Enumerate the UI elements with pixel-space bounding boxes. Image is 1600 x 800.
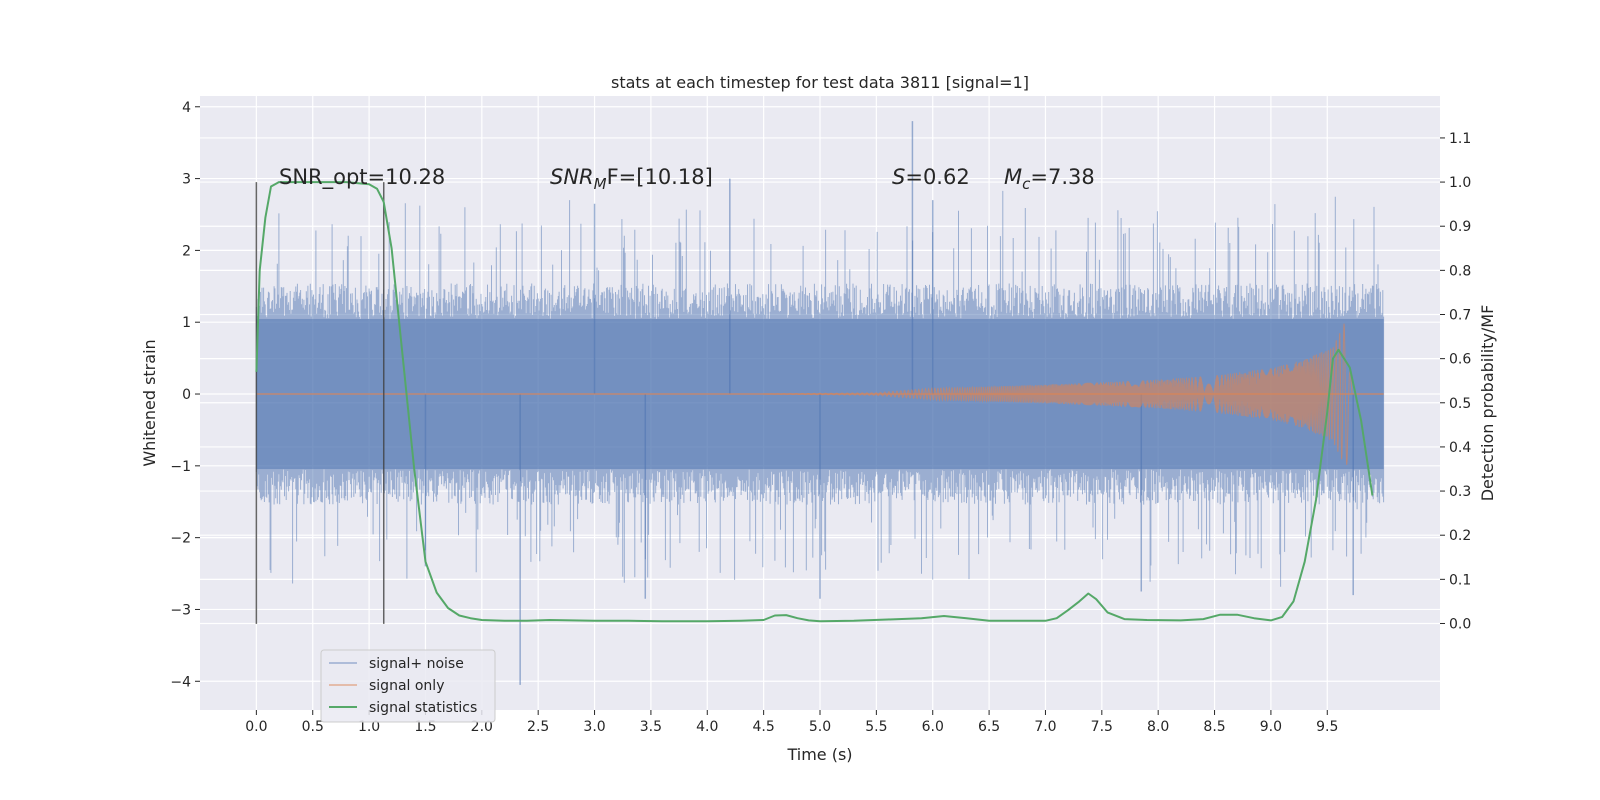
legend-box	[320, 649, 496, 723]
y-left-tick-label: −3	[170, 602, 191, 618]
annotation-mc-value: =7.38	[1030, 165, 1094, 189]
annotation-s-value: =0.62	[905, 165, 969, 189]
x-tick-label: 1.0	[358, 719, 380, 735]
y-left-tick-label: 3	[182, 172, 191, 188]
annotation-snr-opt: SNR_opt=10.28	[279, 165, 445, 190]
series-signal-only	[256, 323, 1384, 465]
y-left-axis-label: Whitened strain	[140, 339, 159, 466]
y-right-tick-label: 0.8	[1449, 263, 1471, 279]
y-right-tick-label: 0.9	[1449, 219, 1471, 235]
legend-label-signal-statistics: signal statistics	[369, 700, 477, 716]
x-tick-label: 2.5	[527, 719, 549, 735]
x-tick-label: 5.0	[809, 719, 831, 735]
y-left-tick-label: −4	[170, 674, 191, 690]
x-axis-label: Time (s)	[786, 745, 852, 764]
annotation-snr-mf-rest: F=[10.18]	[607, 165, 713, 189]
annotation-s-label: S	[892, 165, 905, 189]
y-right-tick-label: 1.1	[1449, 131, 1471, 147]
x-tick-label: 8.0	[1147, 719, 1169, 735]
legend-label-signal-only: signal only	[369, 678, 444, 694]
x-tick-label: 3.0	[583, 719, 605, 735]
series-signal-statistics	[255, 181, 1374, 623]
legend-label-signal-noise: signal+ noise	[369, 656, 464, 672]
x-tick-label: 4.0	[696, 719, 718, 735]
y-right-tick-label: 0.3	[1449, 484, 1471, 500]
y-left-tick-label: 1	[182, 315, 191, 331]
x-tick-label: 3.5	[640, 719, 662, 735]
annotation-mc-sub: c	[1022, 175, 1031, 193]
x-tick-label: 4.5	[753, 719, 775, 735]
x-tick-label: 0.5	[302, 719, 324, 735]
annotation-mc: Mc=7.38	[1004, 165, 1095, 193]
annotation-snr-mf-sub: M	[594, 175, 607, 193]
annotation-snr-mf-base: SNR	[550, 165, 594, 189]
y-right-tick-label: 0.5	[1449, 396, 1471, 412]
y-right-tick-label: 0.0	[1449, 616, 1471, 632]
annotation-snr-mf: SNRMF=[10.18]	[550, 165, 713, 193]
signal-statistics-line	[255, 181, 1374, 623]
x-tick-label: 6.5	[978, 719, 1000, 735]
y-right-axis-label: Detection probability/MF	[1478, 305, 1497, 502]
y-left-tick-label: 4	[182, 100, 191, 116]
y-right-tick-label: 1.0	[1449, 175, 1471, 191]
axis-ticks: 0.0 0.5 1.0 1.5 2.0 2.5 3.0 3.5 4.0 4.5 5.0 5.5 6.0 6…	[170, 100, 1471, 735]
x-tick-label: 7.0	[1034, 719, 1056, 735]
x-tick-label: 9.0	[1260, 719, 1282, 735]
y-right-tick-label: 0.2	[1449, 528, 1471, 544]
signal-only-trace	[763, 323, 1353, 465]
y-right-tick-label: 0.7	[1449, 307, 1471, 323]
x-tick-label: 2.0	[471, 719, 493, 735]
y-left-tick-label: −2	[170, 531, 191, 547]
y-right-tick-label: 0.4	[1449, 440, 1471, 456]
chart-title: stats at each timestep for test data 381…	[611, 73, 1029, 92]
x-tick-label: 7.5	[1091, 719, 1113, 735]
x-tick-label: 6.0	[922, 719, 944, 735]
y-right-tick-label: 0.6	[1449, 352, 1471, 368]
y-right-tick-label: 0.1	[1449, 572, 1471, 588]
x-tick-label: 5.5	[865, 719, 887, 735]
y-left-tick-label: 2	[182, 243, 191, 259]
x-tick-label: 1.5	[414, 719, 436, 735]
x-tick-label: 0.0	[245, 719, 267, 735]
y-left-tick-label: −1	[170, 459, 191, 475]
annotation-mc-base: M	[1004, 165, 1022, 189]
x-tick-label: 9.5	[1316, 719, 1338, 735]
legend: signal+ noise signal only signal statist…	[320, 649, 496, 723]
annotation-s: S=0.62	[892, 165, 970, 189]
x-tick-label: 8.5	[1203, 719, 1225, 735]
y-left-tick-label: 0	[182, 387, 191, 403]
vertical-markers	[255, 182, 385, 624]
